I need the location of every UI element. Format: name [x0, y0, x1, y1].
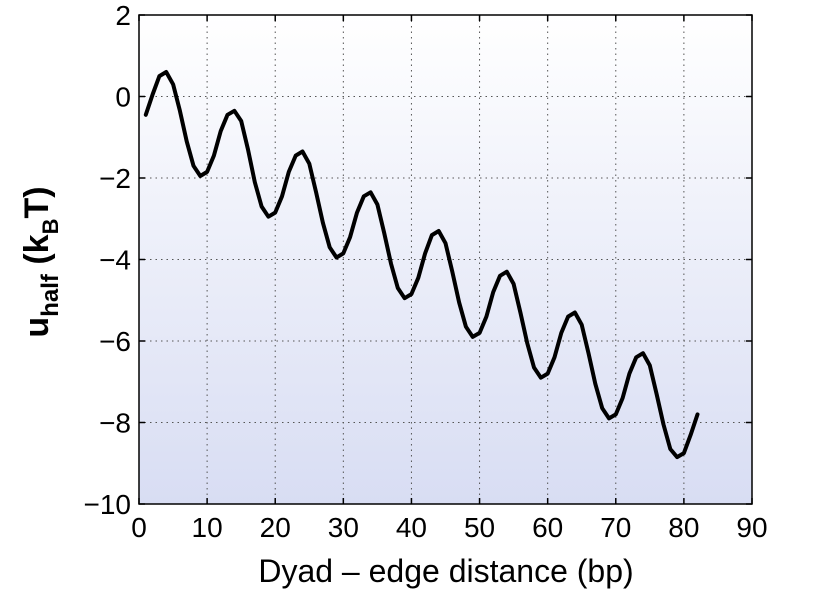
plot-background — [139, 15, 752, 504]
y-tick-label: −8 — [99, 408, 131, 439]
x-tick-label: 20 — [260, 512, 291, 543]
x-tick-label: 60 — [532, 512, 563, 543]
x-tick-label: 30 — [328, 512, 359, 543]
y-tick-label: −10 — [84, 489, 132, 520]
y-tick-label: −6 — [99, 326, 131, 357]
y-tick-label: 0 — [115, 82, 131, 113]
x-tick-labels: 0 10 20 30 40 50 60 70 80 90 — [131, 512, 767, 543]
y-tick-label: −4 — [99, 245, 131, 276]
x-tick-label: 80 — [668, 512, 699, 543]
x-tick-label: 0 — [131, 512, 147, 543]
y-label-open: (k — [18, 234, 56, 274]
x-tick-label: 70 — [600, 512, 631, 543]
y-tick-labels: 2 0 −2 −4 −6 −8 −10 — [84, 0, 132, 520]
x-tick-label: 90 — [736, 512, 767, 543]
x-axis-label: Dyad – edge distance (bp) — [258, 553, 633, 589]
x-tick-label: 50 — [464, 512, 495, 543]
x-tick-label: 10 — [192, 512, 223, 543]
x-tick-label: 40 — [396, 512, 427, 543]
y-tick-label: −2 — [99, 163, 131, 194]
plot-frame — [138, 14, 753, 505]
y-axis-label: uhalf (kBT) — [18, 186, 64, 337]
y-label-base: u — [18, 317, 56, 338]
y-label-sub: half — [37, 273, 64, 317]
series-line — [143, 70, 700, 460]
y-label-sub2: B — [38, 219, 63, 235]
grid-lines — [139, 15, 752, 504]
y-label-close: T) — [18, 186, 56, 218]
y-tick-label: 2 — [115, 0, 131, 31]
svg-text:uhalf (kBT): uhalf (kBT) — [18, 186, 64, 337]
